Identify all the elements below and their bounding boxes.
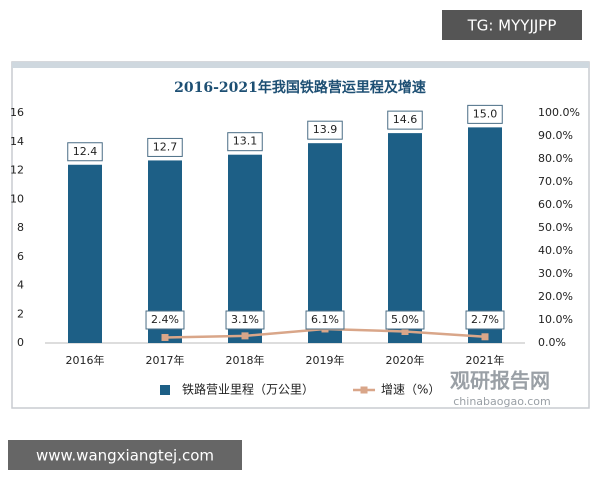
y2-tick-label: 90.0% <box>538 129 573 142</box>
line-marker <box>401 328 409 335</box>
line-marker <box>241 332 249 340</box>
bar <box>308 143 342 343</box>
data-label-box <box>225 310 265 330</box>
data-label-box <box>387 110 423 130</box>
data-label: 12.4 <box>73 145 98 158</box>
data-label: 3.1% <box>231 313 259 326</box>
x-tick-label: 2019年 <box>306 353 345 367</box>
bar <box>468 127 502 343</box>
x-tick-label: 2017年 <box>146 353 185 367</box>
data-label-box <box>307 120 343 140</box>
watermark: 观研报告网 <box>450 369 550 393</box>
data-label: 13.1 <box>233 135 258 148</box>
data-label-box <box>467 104 503 124</box>
bottom-tag: www.wangxiangtej.com <box>36 447 214 465</box>
data-label-box <box>465 310 505 330</box>
bottom-tag-box <box>8 440 242 470</box>
data-label: 2.7% <box>471 313 499 326</box>
x-tick-label: 2020年 <box>386 353 425 367</box>
y2-tick-label: 60.0% <box>538 198 573 211</box>
data-label: 6.1% <box>311 313 339 326</box>
data-label-box <box>67 142 103 162</box>
x-tick-label: 2016年 <box>66 353 105 367</box>
data-label: 12.7 <box>153 140 178 153</box>
legend-swatch <box>160 385 170 395</box>
data-label: 15.0 <box>473 107 498 120</box>
x-tick-label: 2021年 <box>466 353 505 367</box>
data-label-box <box>305 310 345 330</box>
x-tick-label: 2018年 <box>226 353 265 367</box>
line-marker <box>481 333 489 341</box>
data-label: 2.4% <box>151 313 179 326</box>
legend-swatch <box>360 386 368 394</box>
y2-tick-label: 0.0% <box>538 336 566 349</box>
data-label-box <box>385 310 425 330</box>
data-label-box <box>227 132 263 152</box>
data-label: 5.0% <box>391 313 419 326</box>
y-tick-label: 16 <box>10 106 24 119</box>
y-tick-label: 12 <box>10 164 24 177</box>
data-label-box <box>145 310 185 330</box>
legend-label: 铁路营业里程（万公里） <box>182 382 314 397</box>
y-tick-label: 8 <box>17 221 24 234</box>
y2-tick-label: 30.0% <box>538 267 573 280</box>
y-tick-label: 2 <box>17 307 24 320</box>
bar <box>388 133 422 343</box>
y-tick-label: 6 <box>17 250 24 263</box>
y-tick-label: 4 <box>17 279 24 292</box>
legend-label: 增速（%） <box>381 383 440 397</box>
y2-tick-label: 10.0% <box>538 313 573 326</box>
bar <box>68 164 102 343</box>
y2-tick-label: 80.0% <box>538 152 573 165</box>
y2-tick-label: 20.0% <box>538 290 573 303</box>
data-label: 14.6 <box>393 113 418 126</box>
watermark-url: chinabaogao.com <box>453 395 551 408</box>
y2-tick-label: 70.0% <box>538 175 573 188</box>
y2-tick-label: 40.0% <box>538 244 573 257</box>
top-tag-box <box>442 10 582 40</box>
data-label: 13.9 <box>313 123 338 136</box>
y2-tick-label: 100.0% <box>538 106 580 119</box>
y2-tick-label: 50.0% <box>538 221 573 234</box>
y-tick-label: 10 <box>10 192 24 205</box>
data-label-box <box>147 137 183 157</box>
panel-band <box>12 62 589 68</box>
y-tick-label: 14 <box>10 135 24 148</box>
line-marker <box>161 333 169 341</box>
chart-title: 2016-2021年我国铁路营运里程及增速 <box>174 79 426 96</box>
plot: 0 2 4 6 8 10 12 14 16 0.0% 10.0% 20.0% 30.0% 40.0% 50.… <box>10 104 580 397</box>
y-tick-label: 0 <box>17 336 24 349</box>
top-tag: TG: MYYJJPP <box>467 17 557 35</box>
